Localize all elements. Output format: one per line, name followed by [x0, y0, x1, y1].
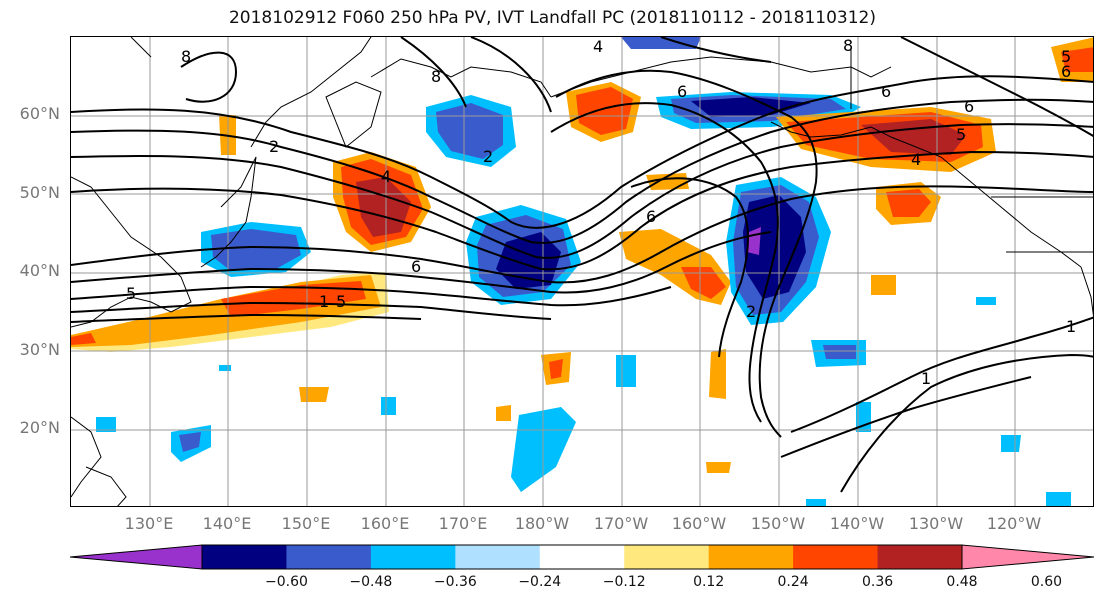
contour-label: 4: [593, 37, 603, 56]
colorbar-tick-label: −0.36: [433, 574, 477, 590]
colorbar-tick-label: 0.12: [693, 574, 725, 590]
colorbar-tick-label: −0.24: [518, 574, 562, 590]
pv-shading: [71, 37, 1093, 506]
lat-label: 60°N: [19, 104, 60, 123]
height-contours: [71, 37, 1093, 493]
contour-label: 8: [431, 67, 441, 86]
contour-label: 6: [411, 257, 421, 276]
lat-label: 40°N: [19, 261, 60, 280]
contour-label: 1: [1066, 317, 1076, 336]
lon-label: 160°W: [671, 514, 727, 533]
colorbar-segment: [708, 545, 794, 569]
lon-label: 140°W: [829, 514, 885, 533]
contour-label: 4: [381, 167, 391, 186]
colorbar-segment: [877, 545, 963, 569]
lon-label: 150°W: [750, 514, 806, 533]
colorbar-tick-label: 0.48: [946, 574, 978, 590]
lon-label: 130°E: [124, 514, 174, 533]
contour-label: 6: [964, 97, 974, 116]
contour-label: 2: [483, 147, 493, 166]
contour-label: 2: [269, 137, 279, 156]
lon-label: 170°W: [593, 514, 649, 533]
colorbar: [70, 544, 1094, 570]
lon-label: 180°W: [514, 514, 570, 533]
colorbar-segment: [624, 545, 710, 569]
lon-label: 150°E: [281, 514, 331, 533]
colorbar-tick-label: −0.60: [264, 574, 308, 590]
colorbar-segments: [70, 544, 1094, 570]
lat-label: 30°N: [19, 340, 60, 359]
lon-label: 140°E: [202, 514, 252, 533]
contour-label: 1: [921, 369, 931, 388]
colorbar-segment: [793, 545, 879, 569]
map-canvas: 8 4 8 2 5 6 5 6 2 4 6 4 1 6 2 6 8 1 1 6 …: [71, 37, 1093, 506]
contour-label: 6: [646, 207, 656, 226]
contour-label: 8: [181, 47, 191, 66]
lon-label: 130°W: [908, 514, 964, 533]
colorbar-segment: [455, 545, 541, 569]
colorbar-outline: [201, 544, 963, 570]
colorbar-tick-label: 0.24: [777, 574, 809, 590]
colorbar-segment: [202, 545, 287, 569]
colorbar-tick-label: −0.48: [349, 574, 393, 590]
contour-label: 5: [956, 125, 966, 144]
colorbar-segment: [286, 545, 372, 569]
lat-label: 50°N: [19, 183, 60, 202]
contour-label: 6: [881, 82, 891, 101]
contour-labels: 8 4 8 2 5 6 5 6 2 4 6 4 1 6 2 6 8 1 1 6 …: [126, 37, 1076, 388]
contour-label: 8: [843, 37, 853, 55]
contour-label: 6: [1061, 62, 1071, 81]
lon-label: 160°E: [360, 514, 410, 533]
lon-label: 120°W: [986, 514, 1042, 533]
map-title: 2018102912 F060 250 hPa PV, IVT Landfall…: [228, 8, 876, 28]
contour-label: 5: [126, 284, 136, 303]
colorbar-segment: [370, 545, 456, 569]
colorbar-tick-label: 0.36: [861, 574, 894, 590]
contour-label: 1: [319, 292, 329, 311]
contour-label: 4: [911, 150, 921, 169]
colorbar-tick-label: 0.60: [1030, 574, 1063, 590]
contour-label: 2: [746, 302, 756, 321]
contour-label: 5: [336, 292, 346, 311]
contour-label: 6: [677, 82, 687, 101]
colorbar-segment: [539, 545, 625, 569]
contour-label: 5: [1061, 47, 1071, 66]
coastlines: [71, 37, 1093, 506]
colorbar-extend-max: [961, 544, 1094, 570]
lat-label: 20°N: [19, 418, 60, 437]
colorbar-extend-min: [70, 544, 203, 570]
colorbar-tick-label: −0.12: [602, 574, 646, 590]
graticule: [71, 37, 1093, 506]
map-panel: 8 4 8 2 5 6 5 6 2 4 6 4 1 6 2 6 8 1 1 6 …: [70, 36, 1094, 507]
lon-label: 170°E: [438, 514, 488, 533]
